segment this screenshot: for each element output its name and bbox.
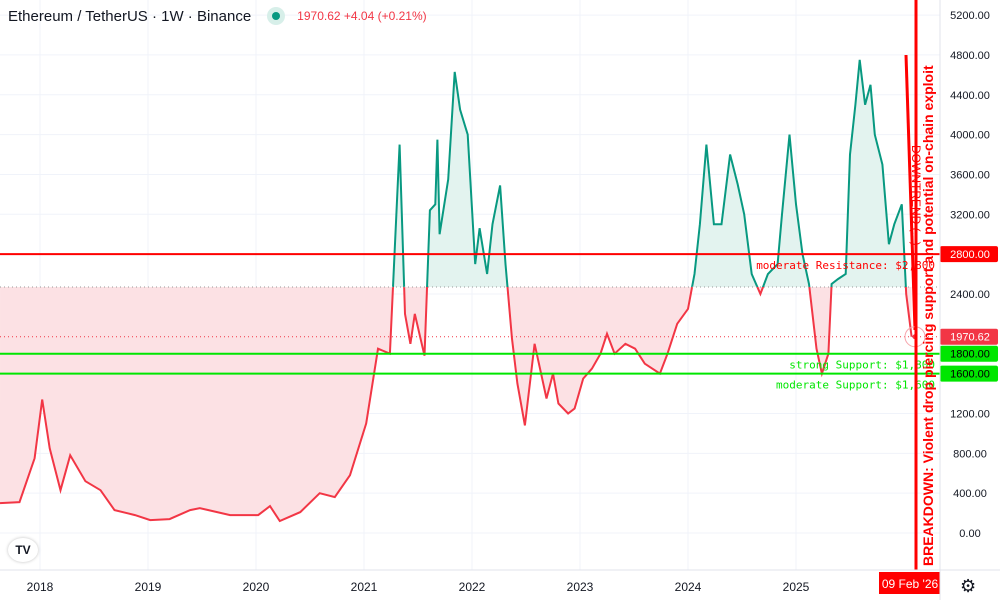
symbol-title[interactable]: Ethereum / TetherUS · 1W · Binance [8, 7, 252, 25]
x-tick-label: 2024 [675, 580, 702, 594]
x-tick-label: 2021 [351, 580, 378, 594]
downtrend-annotation: DOWNTREND (...) [909, 145, 923, 246]
area-fill-down [0, 286, 912, 521]
tradingview-logo-icon[interactable]: TV [8, 538, 38, 562]
area-fill-up [0, 59, 912, 287]
level-label: moderate Support: $1,600 [776, 379, 935, 392]
y-tick-label: 5200.00 [950, 10, 990, 22]
gear-icon[interactable]: ⚙ [960, 576, 977, 596]
y-tick-label: 3600.00 [950, 169, 990, 181]
date-tag-bg [879, 572, 940, 594]
y-tick-label: 2400.00 [950, 289, 990, 301]
x-tick-label: 2022 [459, 580, 486, 594]
y-tick-label: 1200.00 [950, 408, 990, 420]
x-tick-label: 2019 [135, 580, 162, 594]
level-tag: 2800.00 [950, 249, 990, 261]
x-tick-label: 2018 [27, 580, 54, 594]
y-tick-label: 3200.00 [950, 209, 990, 221]
level-label: moderate Resistance: $2,800 [756, 259, 935, 272]
y-tick-label: 4000.00 [950, 130, 990, 142]
level-tag: 1600.00 [950, 369, 990, 381]
x-tick-label: 2023 [567, 580, 594, 594]
last-price-tag: 1970.62 [950, 332, 990, 344]
level-tag-bg [940, 246, 998, 263]
level-tag-bg [940, 365, 998, 382]
breakdown-arrow-line [904, 54, 917, 331]
y-tick-label: 4800.00 [950, 50, 990, 62]
last-price-change: 1970.62 +4.04 (+0.21%) [297, 9, 427, 23]
y-tick-label: 4400.00 [950, 90, 990, 102]
chart-header: Ethereum / TetherUS · 1W · Binance 1970.… [8, 7, 427, 25]
x-tick-label: 2020 [243, 580, 270, 594]
y-tick-label: 0.00 [959, 528, 980, 540]
level-tag: 1800.00 [950, 349, 990, 361]
date-tag: 09 Feb '26 [882, 577, 939, 591]
y-tick-label: 800.00 [953, 448, 987, 460]
level-tag-bg [940, 345, 998, 362]
y-tick-label: 400.00 [953, 488, 987, 500]
level-label: strong Support: $1,800 [789, 359, 935, 372]
breakdown-annotation: BREAKDOWN: Violent drop piercing support… [920, 65, 936, 566]
market-status-icon [267, 7, 286, 25]
x-tick-label: 2025 [783, 580, 810, 594]
last-price-tag-bg [940, 328, 998, 345]
